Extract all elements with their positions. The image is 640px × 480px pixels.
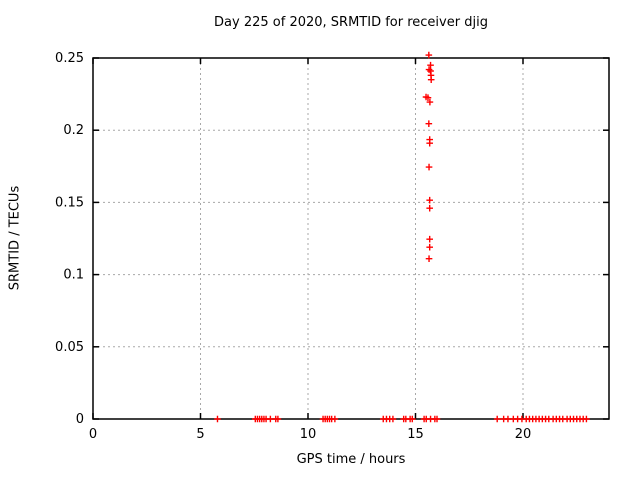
- data-point: [425, 51, 433, 59]
- data-point: [433, 415, 441, 423]
- data-point: [424, 94, 432, 102]
- x-tick-label: 20: [515, 427, 532, 442]
- data-point: [426, 98, 434, 106]
- x-tick-label: 0: [89, 427, 97, 442]
- x-tick-label: 10: [300, 427, 317, 442]
- data-point: [331, 415, 339, 423]
- data-point: [389, 415, 397, 423]
- data-point: [426, 196, 433, 204]
- data-point: [274, 415, 282, 423]
- y-tick-label: 0.2: [63, 123, 84, 138]
- data-point: [214, 415, 221, 423]
- data-point: [426, 139, 433, 147]
- x-tick-label: 15: [407, 427, 424, 442]
- data-point: [425, 66, 433, 73]
- chart-title: Day 225 of 2020, SRMTID for receiver dji…: [214, 15, 488, 30]
- plot-border: [92, 57, 610, 420]
- data-point: [425, 163, 433, 171]
- y-tick-label: 0.25: [55, 51, 84, 66]
- data-point: [426, 235, 433, 243]
- data-point: [408, 415, 416, 423]
- data-point: [426, 243, 433, 251]
- data-point: [425, 255, 433, 263]
- y-tick-label: 0.15: [55, 195, 84, 210]
- data-point: [583, 415, 590, 423]
- data-point: [425, 120, 433, 128]
- y-tick-label: 0.05: [55, 340, 84, 355]
- y-tick-label: 0.1: [63, 268, 84, 283]
- x-axis-label: GPS time / hours: [296, 452, 406, 467]
- x-tick-label: 5: [196, 427, 204, 442]
- data-point: [427, 76, 435, 83]
- y-tick-label: 0: [76, 412, 84, 427]
- data-point: [426, 204, 433, 212]
- data-point: [427, 61, 434, 69]
- data-point: [493, 415, 501, 423]
